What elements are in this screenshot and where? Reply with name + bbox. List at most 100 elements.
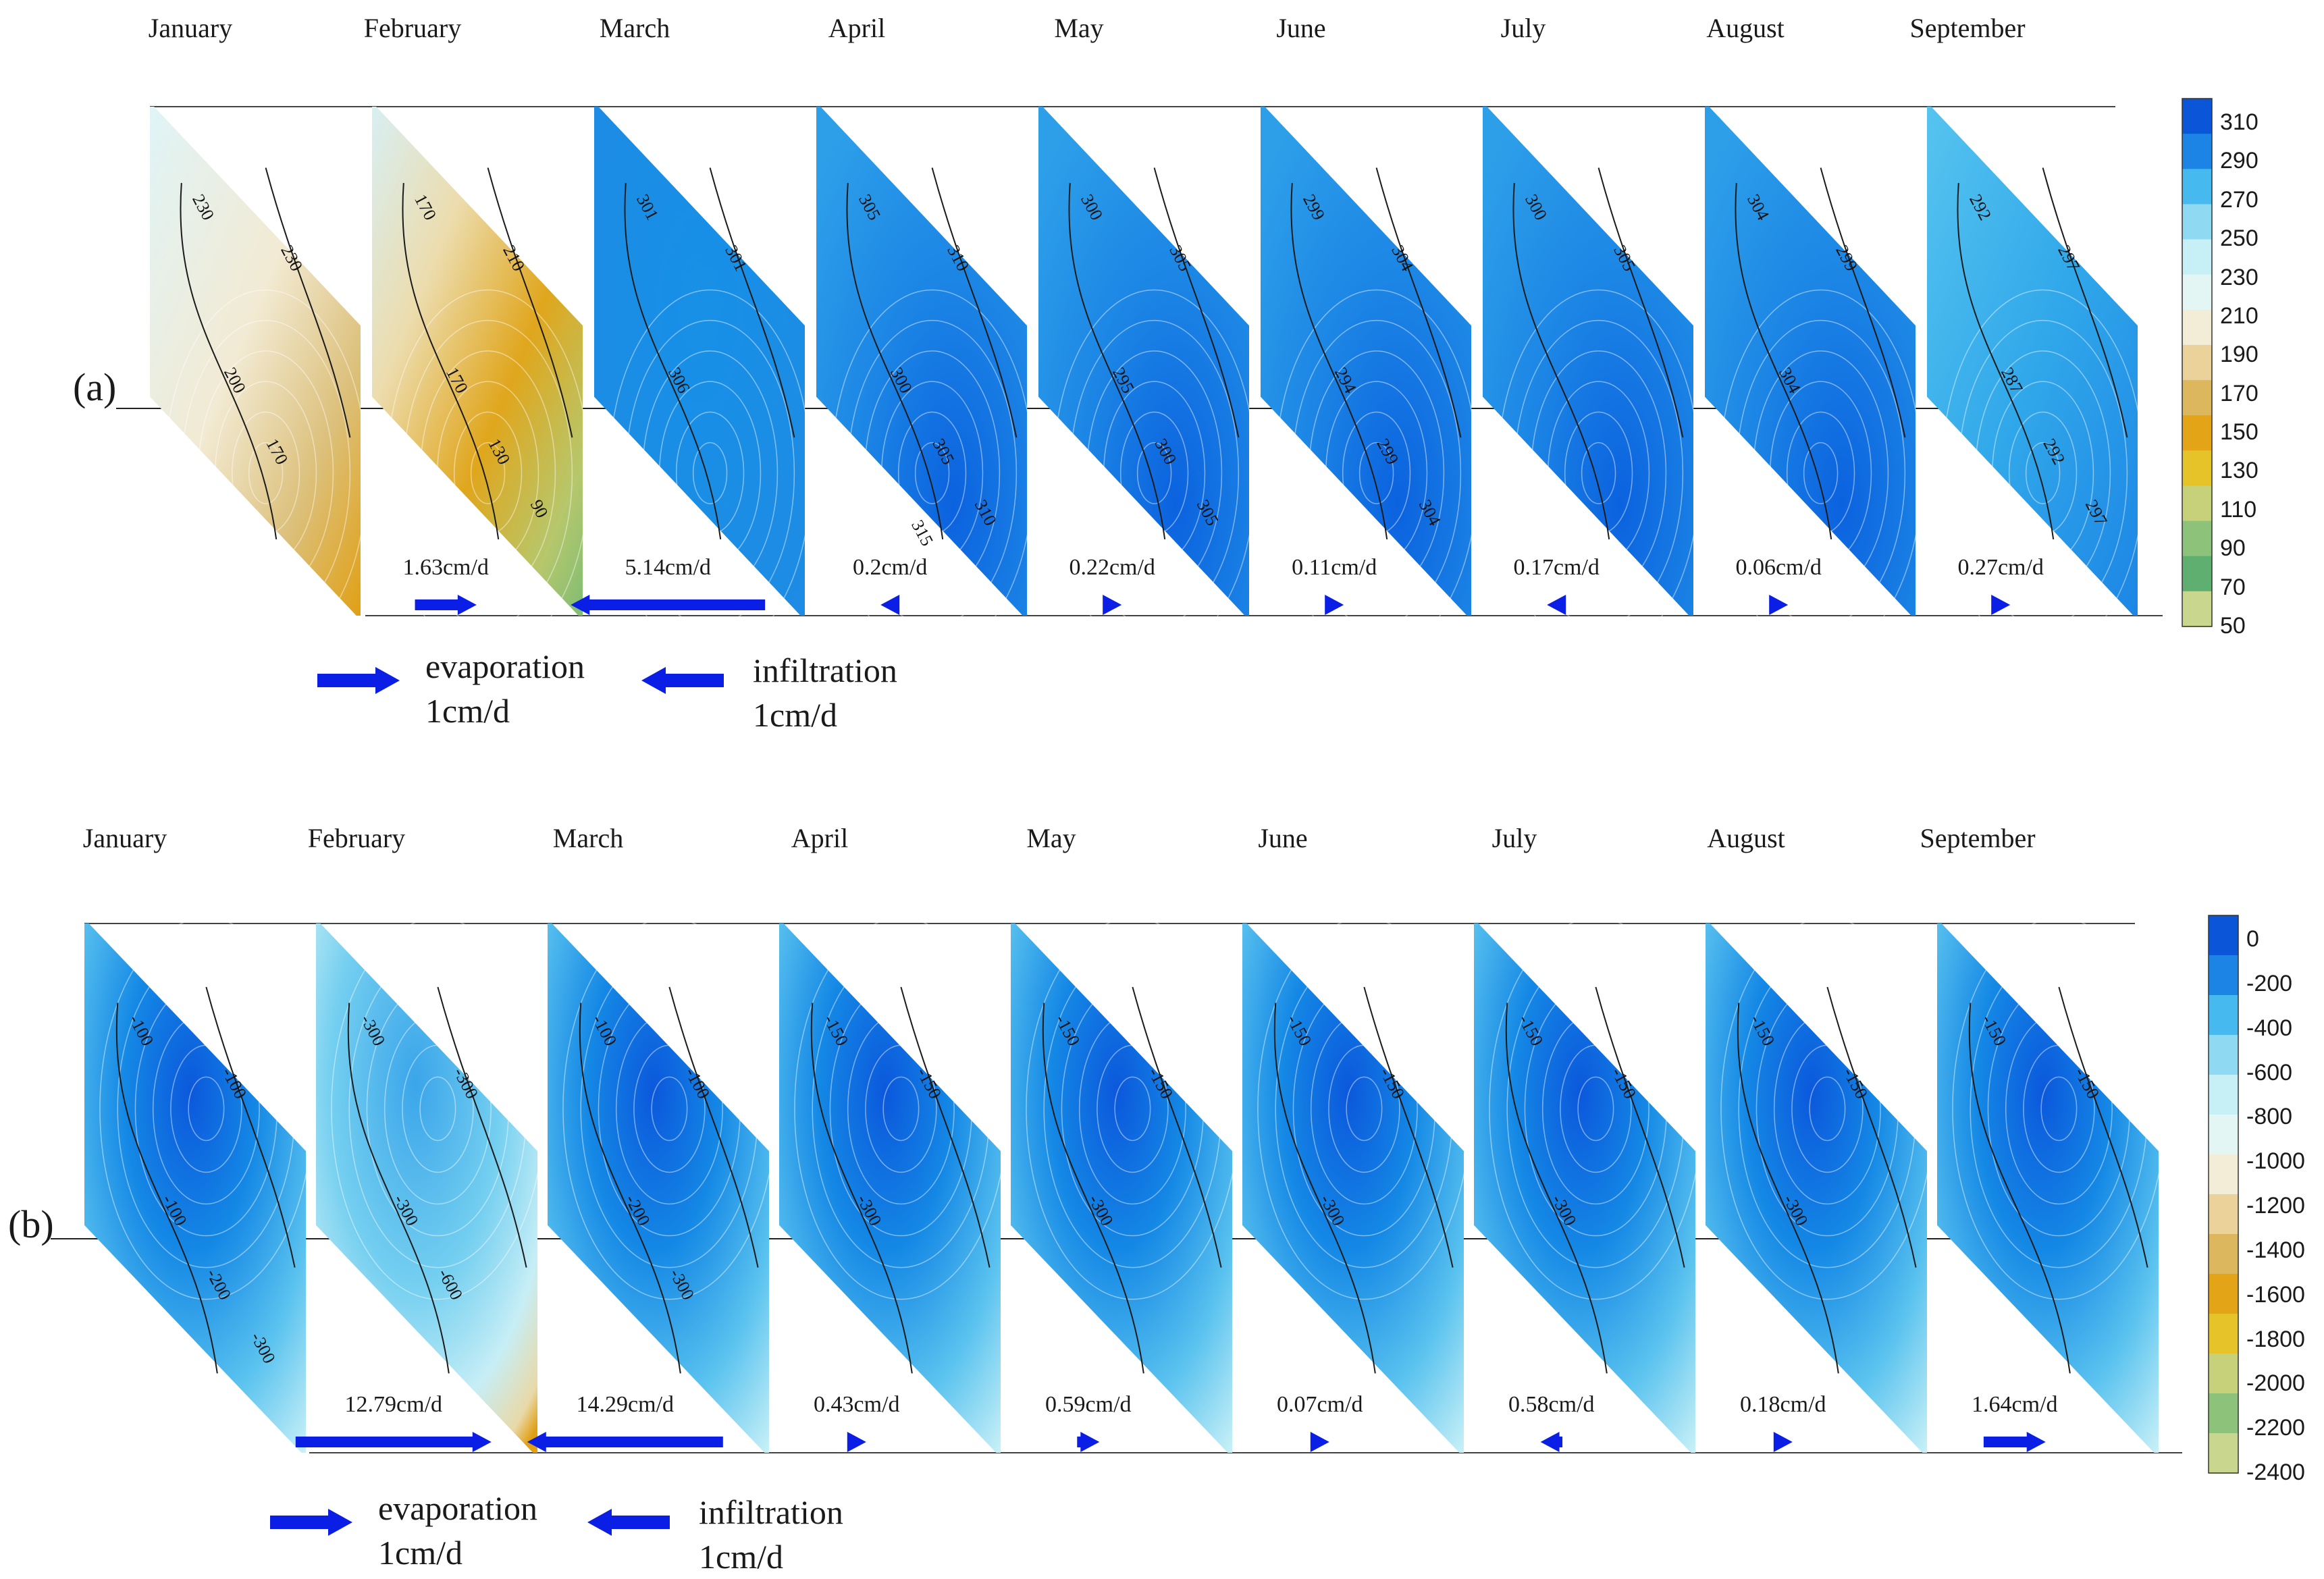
black-contour-line bbox=[1290, 183, 1388, 540]
black-contour-line bbox=[180, 183, 278, 540]
contour-line bbox=[598, 981, 741, 1237]
colorbar-segment bbox=[2182, 309, 2212, 346]
contour-line bbox=[914, 441, 950, 504]
colorbar-tick-label: 230 bbox=[2220, 264, 2259, 290]
contour-line bbox=[134, 981, 278, 1237]
colorbar-tick-label: 270 bbox=[2220, 186, 2259, 213]
contour-line bbox=[1769, 381, 1872, 566]
contour-line bbox=[847, 319, 1018, 626]
panel-a-maps: 2302302001701702101701309030130130630531… bbox=[116, 106, 2163, 658]
black-contour-line bbox=[810, 1002, 913, 1374]
colorbar-tick-label: 50 bbox=[2220, 613, 2246, 639]
contour-line bbox=[1753, 350, 1889, 596]
contour-line bbox=[658, 381, 762, 566]
contour-line bbox=[366, 981, 510, 1237]
map-field bbox=[1474, 924, 1695, 1453]
colorbar-segment bbox=[2209, 1354, 2238, 1394]
black-contour-line bbox=[1820, 167, 1906, 438]
contour-line bbox=[1738, 949, 1917, 1268]
contour-line bbox=[248, 441, 284, 504]
black-contour-line bbox=[1153, 167, 1240, 438]
contour-line bbox=[181, 319, 351, 626]
panel-label-b: (b) bbox=[8, 1202, 54, 1246]
contour-line bbox=[1136, 441, 1172, 504]
month-label-march-a: March bbox=[599, 13, 670, 43]
flux-arrow-evaporation bbox=[1325, 595, 1344, 615]
contour-line bbox=[1975, 350, 2111, 596]
arrow-shape bbox=[1540, 1432, 1563, 1452]
colorbar-segment bbox=[2182, 415, 2212, 452]
contour-line bbox=[675, 411, 745, 535]
arrow-shape bbox=[317, 667, 400, 694]
colorbar-tick-label: 190 bbox=[2220, 342, 2259, 368]
month-label-march-b: March bbox=[552, 823, 624, 853]
legend-evaporation-arrow bbox=[317, 667, 400, 694]
colorbar-tick-label: -1600 bbox=[2246, 1281, 2305, 1308]
contour-line bbox=[386, 289, 590, 658]
map-may-b: -150-150-300 bbox=[1011, 917, 1240, 1453]
contour-line bbox=[214, 381, 317, 566]
colorbar-segment bbox=[2182, 99, 2212, 135]
contour-line bbox=[1103, 381, 1206, 566]
arrow-shape bbox=[880, 595, 900, 615]
colorbar-segment bbox=[2209, 915, 2238, 956]
colorbar-tick-label: 90 bbox=[2220, 535, 2246, 562]
contour-line bbox=[1275, 289, 1479, 658]
contour-line bbox=[1257, 917, 1471, 1300]
month-label-september-a: September bbox=[1909, 13, 2026, 43]
map-june-b: -150-150-300 bbox=[1242, 917, 1471, 1453]
colorbar-segment bbox=[2209, 995, 2238, 1036]
month-label-june-a: June bbox=[1276, 13, 1326, 43]
black-contour-line bbox=[1363, 986, 1454, 1268]
colorbar-segment bbox=[2209, 1115, 2238, 1155]
contour-line bbox=[1328, 1044, 1400, 1173]
contour-line bbox=[1506, 949, 1685, 1268]
flux-rate-label-a: 0.27cm/d bbox=[1957, 555, 2044, 580]
black-contour-line bbox=[846, 183, 944, 540]
black-contour-line bbox=[1375, 167, 1462, 438]
colorbar-segment bbox=[2209, 1314, 2238, 1354]
month-label-january-b: January bbox=[82, 823, 167, 853]
contour-line bbox=[1310, 1013, 1418, 1205]
black-contour-line bbox=[1505, 1002, 1608, 1374]
flux-arrow-evaporation bbox=[1773, 1432, 1793, 1452]
colorbar-segment bbox=[2182, 169, 2212, 205]
contour-line bbox=[897, 411, 967, 535]
flux-rate-label-b: 0.43cm/d bbox=[814, 1392, 900, 1417]
black-contour-line bbox=[1597, 167, 1684, 438]
black-contour-line bbox=[1042, 1002, 1144, 1374]
colorbar-segment bbox=[2209, 1274, 2238, 1314]
flux-rate-label-a: 0.17cm/d bbox=[1513, 555, 1600, 580]
black-contour-line bbox=[265, 167, 351, 438]
colorbar-segment bbox=[2209, 1393, 2238, 1434]
legend-evaporation-unit: 1cm/d bbox=[378, 1534, 463, 1572]
contour-line bbox=[1053, 289, 1257, 658]
contour-line bbox=[882, 1076, 920, 1142]
panel-label-a: (a) bbox=[73, 365, 117, 409]
flux-arrow-evaporation bbox=[1077, 1432, 1100, 1452]
contour-line bbox=[402, 1044, 474, 1173]
colorbar-segment bbox=[2182, 134, 2212, 170]
colorbar-tick-label: -200 bbox=[2246, 970, 2293, 996]
black-contour-line bbox=[1512, 183, 1610, 540]
contour-line bbox=[847, 1013, 955, 1205]
legend-evaporation-label: evaporation bbox=[378, 1489, 538, 1527]
contour-line bbox=[231, 411, 300, 535]
map-field bbox=[1483, 107, 1693, 616]
contour-line bbox=[2005, 1013, 2113, 1205]
contour-line bbox=[1292, 981, 1436, 1237]
contour-line bbox=[1292, 319, 1462, 626]
colorbar-tick-label: 70 bbox=[2220, 574, 2246, 600]
flux-rate-label-b: 14.29cm/d bbox=[576, 1392, 675, 1417]
contour-line bbox=[436, 381, 539, 566]
month-label-may-b: May bbox=[1026, 823, 1076, 853]
contour-line bbox=[1786, 411, 1855, 535]
black-contour-line bbox=[1595, 986, 1685, 1268]
flux-rate-label-a: 0.22cm/d bbox=[1069, 555, 1155, 580]
month-label-may-a: May bbox=[1054, 13, 1104, 43]
black-contour-line bbox=[1737, 1002, 1839, 1374]
contour-line bbox=[198, 350, 334, 596]
